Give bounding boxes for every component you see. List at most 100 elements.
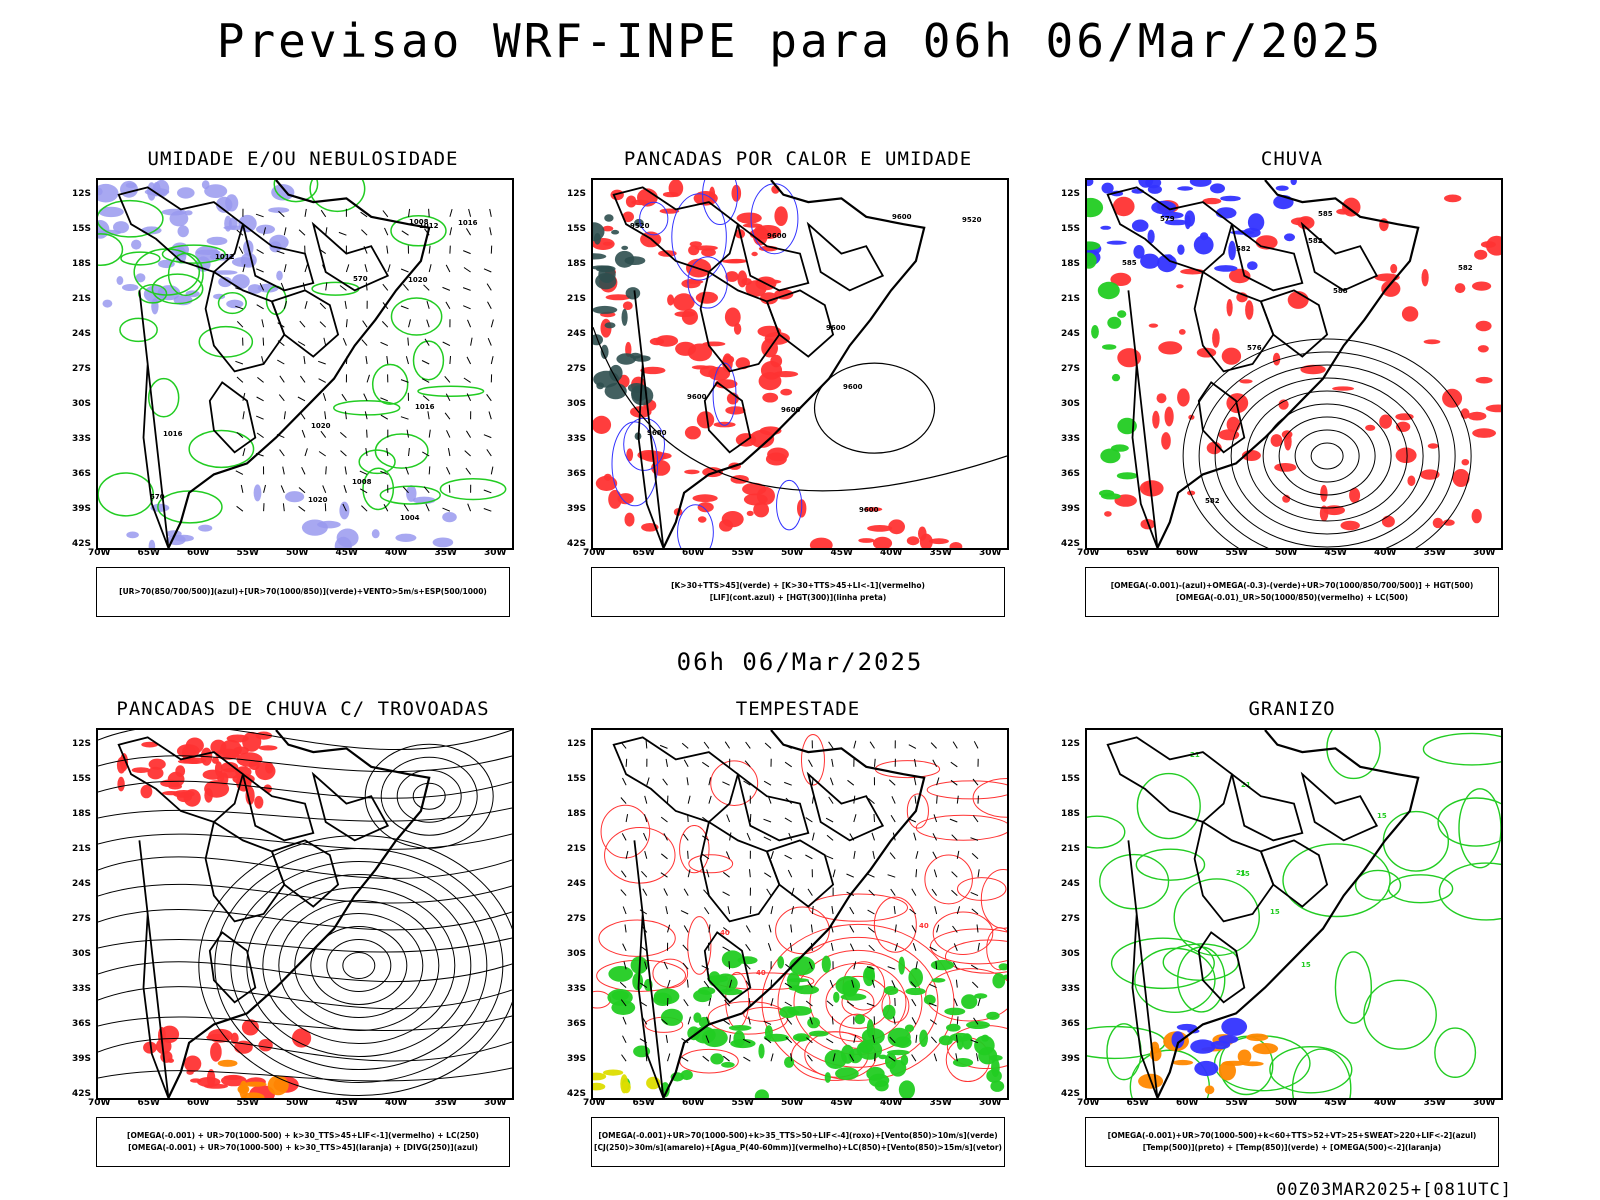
contour-label: 1016: [458, 219, 478, 227]
lat-tick-label: 33S: [72, 434, 92, 444]
lat-tick-label: 15S: [72, 774, 92, 784]
contour-label: 582: [1205, 497, 1220, 505]
water-contours: [593, 733, 1007, 1083]
contour-label: 40: [919, 922, 929, 930]
temp850-contours: [1087, 730, 1501, 1098]
map-panel: 582 585 582 582 582 585 579 576 588: [1085, 178, 1503, 550]
cyclone-streamlines: [198, 835, 512, 1096]
panel-title: PANCADAS POR CALOR E UMIDADE: [623, 148, 973, 170]
lat-tick-label: 30S: [72, 399, 92, 409]
lon-tick-label: 35W: [929, 1098, 952, 1108]
contour-label: 9600: [826, 324, 846, 332]
lat-tick-label: 39S: [1061, 1054, 1081, 1064]
contour-label: 582: [1236, 245, 1251, 253]
lat-tick-label: 12S: [1061, 739, 1081, 749]
contour-label: 570: [353, 275, 368, 283]
lon-tick-label: 65W: [137, 1098, 160, 1108]
lat-tick-label: 30S: [1061, 399, 1081, 409]
lon-tick-label: 40W: [385, 548, 408, 558]
contour-label: 1012: [215, 253, 235, 261]
country-border: [241, 771, 315, 842]
lat-tick-label: 18S: [72, 259, 92, 269]
lat-tick-label: 21S: [72, 294, 92, 304]
contour-label: 9600: [781, 406, 801, 414]
lat-tick-label: 42S: [1061, 539, 1081, 549]
lat-tick-label: 42S: [72, 1089, 92, 1099]
lon-tick-label: 55W: [236, 1098, 259, 1108]
lat-tick-label: 24S: [1061, 879, 1081, 889]
country-border: [633, 840, 665, 1098]
coastline: [167, 730, 431, 1098]
country-border: [765, 839, 835, 908]
contour-label: 579: [1160, 215, 1175, 223]
panel-title: TEMPESTADE: [735, 698, 861, 720]
country-border: [270, 839, 340, 908]
contour-label: 1004: [400, 514, 420, 522]
lon-tick-label: 35W: [1423, 548, 1446, 558]
contour-label: 588: [1333, 287, 1348, 295]
lat-tick-label: 12S: [72, 189, 92, 199]
legend-line: [K>30+TTS>45](verde) + [K>30+TTS>45+LI<-…: [671, 581, 925, 590]
lat-tick-label: 42S: [72, 539, 92, 549]
lon-tick-label: 60W: [682, 548, 705, 558]
lat-tick-label: 39S: [567, 504, 587, 514]
contour-label: 9520: [630, 222, 650, 230]
lat-tick-label: 27S: [1061, 364, 1081, 374]
contour-label: 9600: [843, 383, 863, 391]
lat-tick-label: 18S: [1061, 259, 1081, 269]
lon-tick-label: 40W: [1374, 1098, 1397, 1108]
country-border: [1193, 270, 1275, 373]
lon-tick-label: 45W: [1324, 548, 1347, 558]
hgt-contour: [593, 327, 1007, 492]
country-border: [1127, 840, 1159, 1098]
lat-tick-label: 30S: [1061, 949, 1081, 959]
legend-line: [OMEGA(-0.001)+UR>70(1000-500)+k>35_TTS>…: [598, 1131, 998, 1140]
lat-tick-label: 15S: [1061, 224, 1081, 234]
lat-tick-label: 18S: [567, 259, 587, 269]
rain-blue-area: [1087, 180, 1297, 273]
panel-legend: [OMEGA(-0.001)-(azul)+OMEGA(-0.3)-(verde…: [1085, 567, 1499, 617]
lon-tick-label: 70W: [583, 1098, 606, 1108]
contour-label: 15: [1301, 961, 1311, 969]
lat-tick-label: 27S: [1061, 914, 1081, 924]
country-border: [270, 289, 340, 358]
legend-line: [CJ(250)>30m/s](amarelo)+[Agua_P(40-60mm…: [594, 1143, 1002, 1152]
country-border: [1259, 289, 1329, 358]
lat-tick-label: 18S: [567, 809, 587, 819]
lat-tick-label: 18S: [72, 809, 92, 819]
contour-label: 9520: [962, 216, 982, 224]
panel-title: PANCADAS DE CHUVA C/ TROVOADAS: [116, 698, 490, 720]
contour-label: 9600: [859, 506, 879, 514]
country-border: [311, 221, 390, 292]
lon-tick-label: 30W: [484, 548, 507, 558]
instability-green-area: [593, 214, 654, 440]
country-border: [1197, 381, 1246, 454]
map-panel: 15 15 21 21 15 15 21: [1085, 728, 1503, 1100]
lon-tick-label: 65W: [1126, 1098, 1149, 1108]
lon-tick-label: 40W: [880, 1098, 903, 1108]
lon-tick-label: 60W: [187, 1098, 210, 1108]
omega-orange-area: [1138, 1031, 1279, 1095]
lat-tick-label: 15S: [72, 224, 92, 234]
country-border: [208, 931, 257, 1004]
panel-title: CHUVA: [1260, 148, 1324, 170]
lon-tick-label: 65W: [632, 1098, 655, 1108]
country-border: [1300, 221, 1379, 292]
lat-tick-label: 36S: [567, 469, 587, 479]
lon-tick-label: 35W: [434, 548, 457, 558]
lat-tick-label: 33S: [567, 984, 587, 994]
lon-tick-label: 55W: [236, 548, 259, 558]
lon-tick-label: 55W: [1225, 548, 1248, 558]
country-border: [1106, 736, 1233, 824]
lat-tick-label: 21S: [1061, 844, 1081, 854]
legend-line: [Temp(500)](preto) + [Temp(850)](verde) …: [1142, 1143, 1442, 1152]
main-title: Previsao WRF-INPE para 06h 06/Mar/2025: [216, 14, 1384, 68]
contour-label: 585: [1122, 259, 1137, 267]
lat-tick-label: 21S: [72, 844, 92, 854]
lon-tick-label: 40W: [1374, 548, 1397, 558]
lon-tick-label: 60W: [1176, 1098, 1199, 1108]
contour-label: 9600: [687, 393, 707, 401]
contour-label: 15: [1240, 870, 1250, 878]
country-border: [736, 221, 810, 292]
map-panel: 1012 1012 1016 1016 1020 1020 1008 1004 1008 1016…: [96, 178, 514, 550]
